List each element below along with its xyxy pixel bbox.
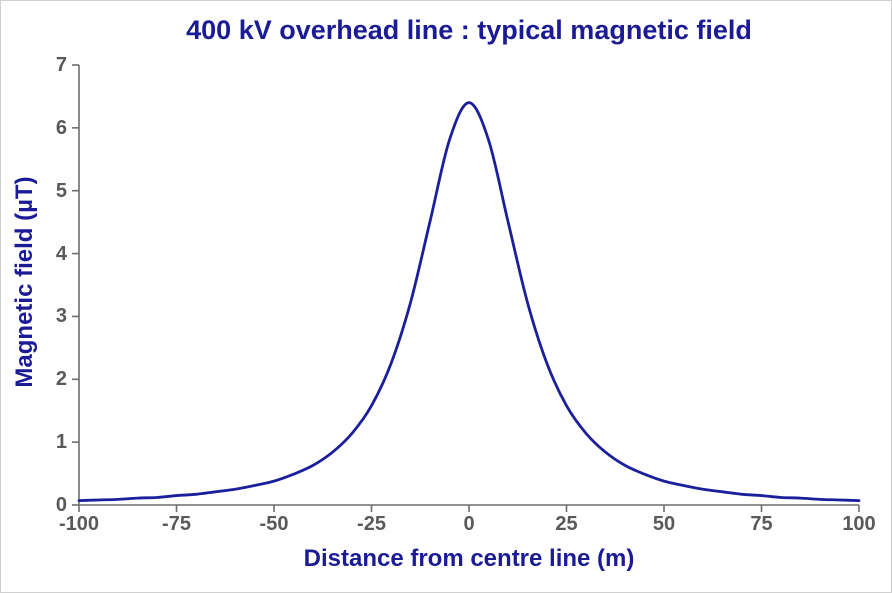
x-tick-label: -50	[259, 513, 289, 535]
y-tick-label: 5	[55, 179, 67, 202]
x-tick-label: 0	[463, 513, 475, 535]
y-tick-label: 1	[55, 431, 67, 454]
axis-lines	[78, 65, 859, 506]
y-axis-ticks	[72, 64, 79, 506]
y-tick-label: 0	[55, 494, 67, 516]
x-axis-ticks	[78, 505, 860, 512]
x-axis-title: Distance from centre line (m)	[303, 545, 635, 572]
x-tick-label: 50	[652, 513, 676, 535]
y-tick-label: 7	[55, 54, 67, 76]
x-tick-label: -25	[357, 513, 386, 535]
x-tick-label: -75	[162, 513, 191, 535]
x-tick-label: 75	[750, 513, 773, 535]
magnetic-field-curve	[77, 101, 861, 502]
x-tick-label: 100	[842, 513, 876, 535]
y-tick-label: 3	[55, 305, 67, 328]
x-tick-label: 25	[555, 513, 578, 535]
chart-title: 400 kV overhead line : typical magnetic …	[186, 15, 752, 45]
y-axis-title: Magnetic field (µT)	[11, 176, 38, 388]
y-tick-label: 6	[55, 116, 67, 139]
y-tick-label: 4	[55, 242, 67, 265]
y-tick-label: 2	[55, 368, 67, 391]
x-tick-label: -100	[58, 513, 100, 535]
